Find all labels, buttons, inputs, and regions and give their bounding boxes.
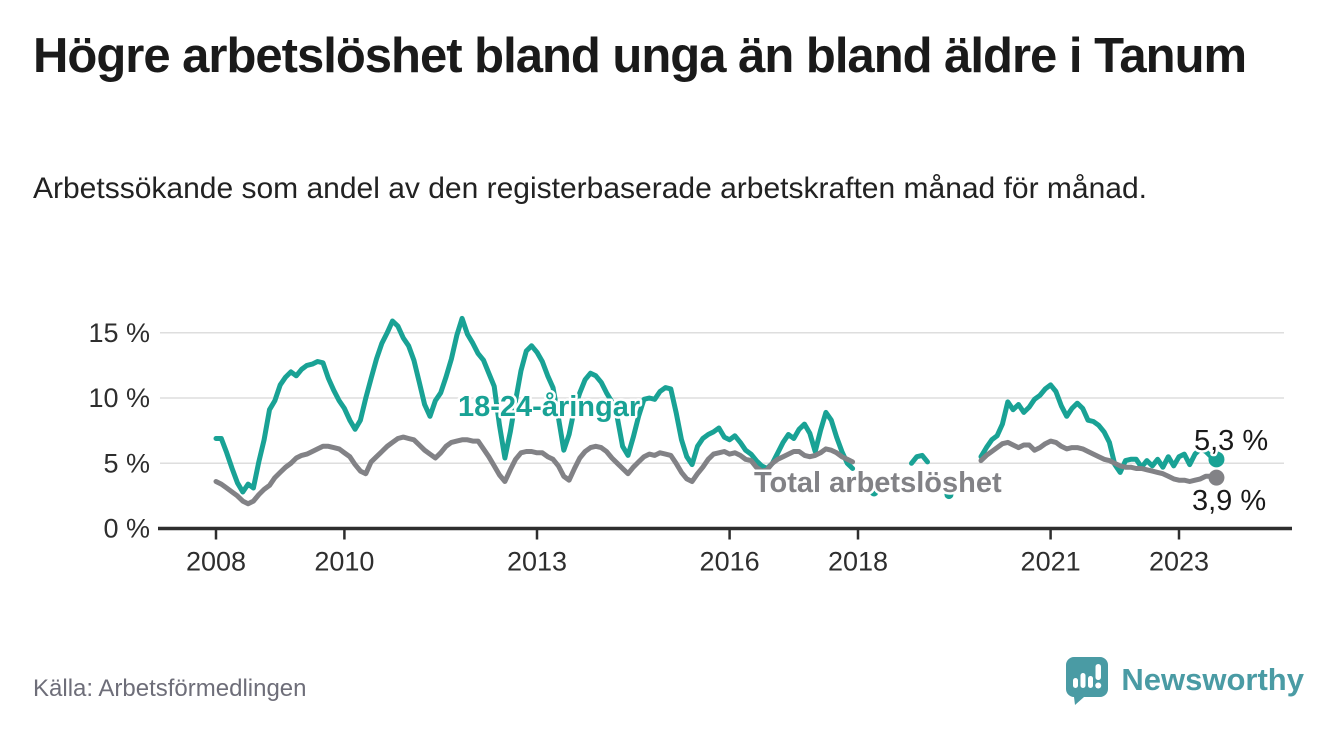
speech-bubble-chart-icon [1066,657,1109,705]
newsworthy-logo: Newsworthy [1063,655,1304,705]
chart-title: Högre arbetslöshet bland unga än bland ä… [33,29,1247,83]
x-axis-label: 2016 [700,547,760,577]
series-youth-line [213,315,856,495]
series-total-line [978,438,1219,484]
youth-end-value-label: 5,3 % [1194,425,1268,457]
x-axis-label: 2023 [1149,547,1209,577]
y-axis-label: 0 % [103,514,150,544]
series-total-label: Total arbetslöshet [754,467,1002,499]
x-axis-label: 2013 [507,547,567,577]
newsworthy-logo-text: Newsworthy [1121,662,1304,697]
x-axis-label: 2018 [828,547,888,577]
series-youth-line [909,452,930,466]
series-youth-end-dot [1208,451,1225,468]
x-axis-label: 2021 [1021,547,1081,577]
x-axis-label: 2008 [186,547,246,577]
series-total-line [213,434,856,507]
chart-subtitle: Arbetssökande som andel av den registerb… [33,172,1147,205]
x-axis-label: 2010 [314,547,374,577]
total-end-value-label: 3,9 % [1192,485,1266,517]
series-youth-label: 18-24-åringar [458,391,640,423]
y-axis-label: 5 % [103,448,150,478]
series-youth-isolated-point [869,487,879,497]
series-total-end-dot [1208,469,1225,486]
source-note: Källa: Arbetsförmedlingen [33,675,307,702]
series-youth-isolated-point [944,490,954,500]
series-youth-line [978,382,1219,475]
y-axis-label: 10 % [88,383,150,413]
y-axis-label: 15 % [88,318,150,348]
